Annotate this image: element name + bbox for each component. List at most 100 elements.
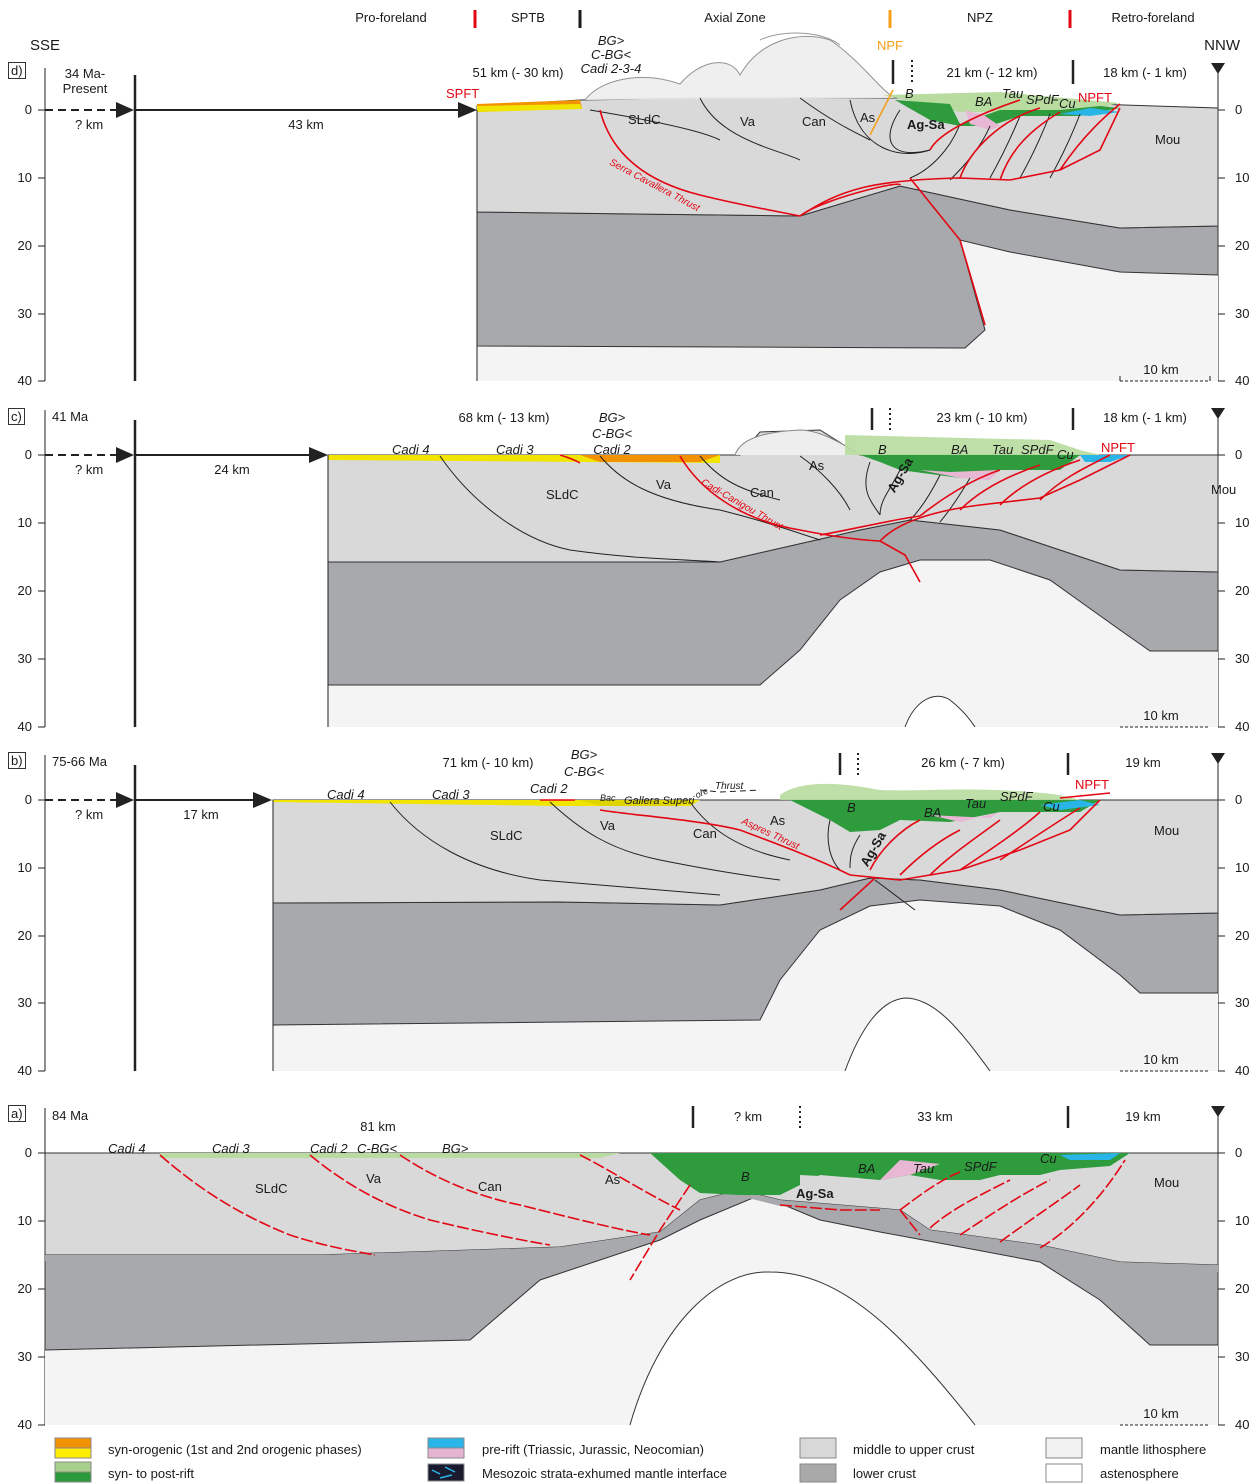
unit-label: B — [905, 86, 914, 101]
cadi-label: Cadi 4 — [108, 1141, 146, 1156]
unit-label: SPdF — [964, 1159, 997, 1174]
segment-distance: ? km — [733, 1109, 763, 1124]
cadi-label: Cadi 2-3-4 — [580, 61, 642, 76]
tick-label: 40 — [1235, 373, 1250, 388]
panel-tag: a) — [8, 1105, 26, 1122]
unit-label: Tau — [965, 796, 987, 811]
unit-label: Cu — [1059, 96, 1076, 111]
segment-distance: 21 km (- 12 km) — [946, 65, 1038, 80]
spft-label: SPFT — [446, 86, 480, 101]
cbg-label: C-BG< — [357, 1141, 398, 1156]
tick-label: 20 — [1235, 583, 1250, 598]
direction-left: SSE — [30, 37, 61, 54]
unit-label: BA — [924, 805, 942, 820]
unit-label: SLdC — [490, 828, 523, 843]
tick-label: 10 — [1235, 170, 1250, 185]
segment-distance: 51 km (- 30 km) — [472, 65, 564, 80]
scale-bar-label: 10 km — [1143, 708, 1179, 723]
unit-label: Ag-Sa — [907, 117, 945, 132]
tick-label: 0 — [1235, 1145, 1243, 1160]
tick-label: 20 — [17, 583, 32, 598]
unit-label: Can — [802, 114, 826, 129]
segment-distance: 81 km — [360, 1119, 396, 1134]
domain-sptb: SPTB — [511, 10, 545, 25]
domain-axial-zone: Axial Zone — [704, 10, 766, 25]
tick-label: 20 — [1235, 1281, 1250, 1296]
unit-label: SLdC — [255, 1181, 288, 1196]
panel-age: 41 Ma — [52, 409, 89, 424]
tick-label: 10 — [17, 1213, 32, 1228]
unit-label: Tau — [1002, 86, 1024, 101]
unit-label: As — [605, 1172, 621, 1187]
unit-label: SPdF — [1000, 789, 1033, 804]
legend-label: Mesozoic strata-exhumed mantle interface — [482, 1466, 727, 1481]
segment-distance: 19 km — [1125, 1109, 1161, 1124]
unit-label: Can — [478, 1179, 502, 1194]
segment-distance: 26 km (- 7 km) — [921, 755, 1005, 770]
bg-label: BG> — [597, 33, 625, 48]
cadi-label: Cadi 3 — [212, 1141, 250, 1156]
tick-label: 40 — [17, 1063, 32, 1078]
npf-label: NPF — [877, 38, 903, 53]
tick-label: 0 — [1235, 792, 1243, 807]
domain-npz: NPZ — [967, 10, 993, 25]
shift-distance: 43 km — [288, 117, 324, 132]
cadi-label: Cadi 2 — [310, 1141, 348, 1156]
tick-label: 0 — [24, 102, 32, 117]
unit-label: Va — [366, 1171, 381, 1186]
tick-label: 40 — [17, 719, 32, 734]
shift-distance: 17 km — [183, 807, 219, 822]
tick-label: 20 — [17, 928, 32, 943]
unit-label: Can — [750, 485, 774, 500]
tick-label: 0 — [24, 1145, 32, 1160]
unit-label: BA — [858, 1161, 876, 1176]
cbg-label: C-BG< — [590, 47, 632, 62]
segment-distance: 18 km (- 1 km) — [1103, 65, 1187, 80]
segment-distance: 33 km — [917, 1109, 953, 1124]
cadi-label: Cadi 2 — [530, 781, 568, 796]
tick-label: 40 — [1235, 719, 1250, 734]
tick-label: 0 — [24, 447, 32, 462]
unit-label: Gallera Superi — [624, 795, 695, 807]
unit-label: Va — [600, 818, 615, 833]
unit-label: BA — [975, 94, 993, 109]
unit-label: B — [878, 442, 887, 457]
segment-distance: 23 km (- 10 km) — [936, 410, 1028, 425]
unit-label: SLdC — [628, 112, 661, 127]
cbg-label: C-BG< — [563, 764, 605, 779]
unit-label: Va — [740, 114, 755, 129]
unit-label: BA — [951, 442, 969, 457]
unit-label: Mou — [1155, 132, 1181, 147]
tick-label: 20 — [1235, 928, 1250, 943]
legend-label: astenosphere — [1100, 1466, 1179, 1481]
cadi-label: Cadi 4 — [327, 787, 365, 802]
tick-label: 20 — [17, 1281, 32, 1296]
unit-label: Cu — [1040, 1151, 1057, 1166]
domain-retro-foreland: Retro-foreland — [1111, 10, 1195, 25]
tick-label: 30 — [1235, 651, 1250, 666]
tick-label: 40 — [1235, 1063, 1250, 1078]
legend-label: mantle lithosphere — [1100, 1442, 1207, 1457]
unit-label: SLdC — [546, 487, 579, 502]
legend-label: pre-rift (Triassic, Jurassic, Neocomian) — [482, 1442, 705, 1457]
cadi-label: Cadi 2 — [593, 442, 631, 457]
tick-label: 30 — [1235, 306, 1250, 321]
bg-label: BG> — [570, 747, 598, 762]
unit-label: Tau — [992, 442, 1014, 457]
npft-label: NPFT — [1101, 440, 1135, 455]
tick-label: 10 — [17, 515, 32, 530]
unit-label: Ag-Sa — [796, 1186, 834, 1201]
legend-label: middle to upper crust — [853, 1442, 975, 1457]
unknown-distance: ? km — [75, 807, 104, 822]
bg-label: BG> — [598, 410, 626, 425]
panel-tag: c) — [8, 408, 25, 425]
npft-label: NPFT — [1075, 777, 1109, 792]
segment-distance: 71 km (- 10 km) — [442, 755, 534, 770]
tick-label: 20 — [17, 238, 32, 253]
cadi-label: Cadi 3 — [496, 442, 534, 457]
panel-a — [38, 1106, 1225, 1426]
unit-label: As — [770, 813, 786, 828]
panel-d — [38, 32, 1225, 382]
tick-label: 10 — [1235, 860, 1250, 875]
